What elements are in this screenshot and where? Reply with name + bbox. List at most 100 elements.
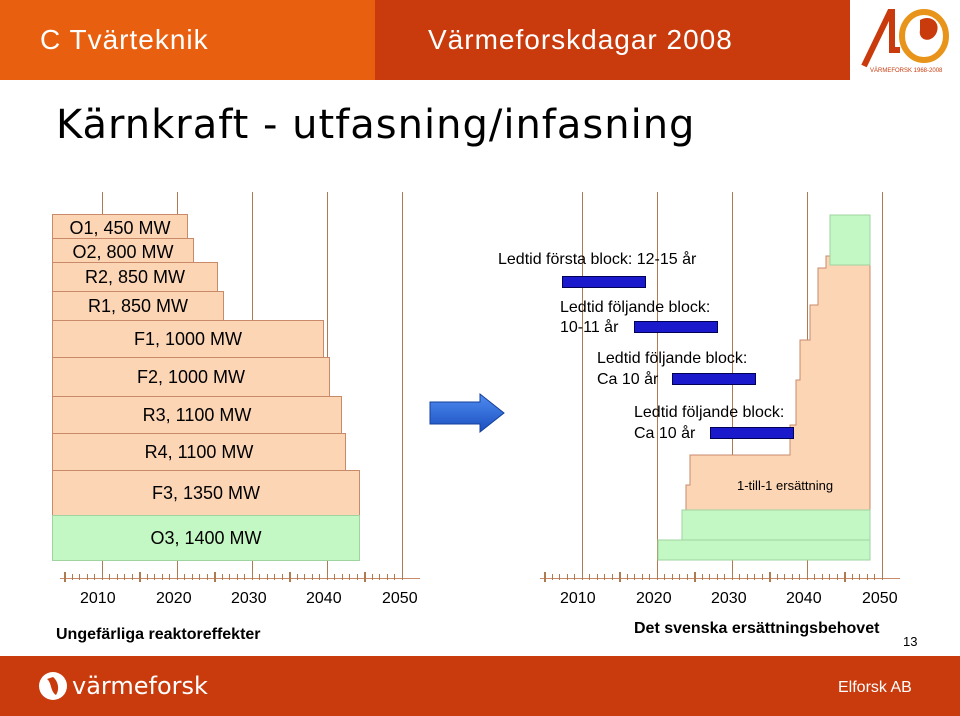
logo-caption: VÄRMEFORSK 1968-2008 [870,68,943,74]
reactor-bar-r4: R4, 1100 MW [52,433,346,471]
left-caption: Ungefärliga reaktoreffekter [56,626,261,643]
axis-tick [221,574,223,580]
leadtime-note: Ledtid första block: 12-15 år [498,251,697,268]
header-left-title: C Tvärteknik [40,24,209,55]
replacement-note: 1-till-1 ersättning [737,478,834,493]
axis-tick [266,574,268,580]
axis-tick [169,574,170,580]
reactor-bar-f1: F1, 1000 MW [52,320,324,358]
axis-tick [319,574,320,580]
reactor-bar-o1: O1, 450 MW [52,214,188,242]
axis-tick [559,574,560,580]
axis-tick [641,574,643,580]
axis-tick [551,574,553,580]
page-number: 13 [903,634,918,649]
axis-tick [326,574,328,580]
axis-tick [281,574,283,580]
axis-tick [161,574,163,580]
right-arrow-icon [429,392,505,434]
axis-tick [79,574,80,580]
axis-tick [566,574,568,580]
axis-tick [94,574,95,580]
axis-tick [124,574,125,580]
footer-band [0,656,960,716]
axis-tick [334,574,335,580]
axis-tick [859,574,860,580]
left-axis-line [60,578,420,579]
axis-tick [679,574,680,580]
axis-tick [791,574,793,580]
axis-tick [244,574,245,580]
right-year-label: 2050 [862,590,898,607]
footer-brand: värmeforsk [72,672,208,700]
axis-tick [769,572,771,582]
axis-tick [724,574,725,580]
grid-line [402,192,403,576]
grid-line [657,192,658,576]
axis-tick [731,574,733,580]
axis-tick [776,574,778,580]
axis-tick [626,574,628,580]
axis-tick [191,574,193,580]
axis-tick [289,572,291,582]
axis-tick [821,574,823,580]
leadtime-note: Ca 10 år [597,371,659,388]
axis-tick [634,574,635,580]
replacement-staircase [657,214,871,561]
axis-tick [874,574,875,580]
axis-tick [574,574,575,580]
axis-tick [656,574,658,580]
axis-tick [131,574,133,580]
axis-tick [784,574,785,580]
axis-tick [596,574,598,580]
axis-tick [146,574,148,580]
axis-tick [71,574,73,580]
axis-tick [206,574,208,580]
axis-tick [754,574,755,580]
reactor-bar-r2: R2, 850 MW [52,262,218,292]
leadtime-note: Ledtid följande block: [634,404,785,421]
axis-tick [619,572,621,582]
axis-tick [394,574,395,580]
leadtime-bar [562,276,646,288]
header-center-band [375,0,850,80]
varmeforsk-logo-icon [39,672,67,700]
axis-tick [829,574,830,580]
axis-tick [236,574,238,580]
header-logo-area [850,0,960,80]
header-left-band [0,0,375,80]
reactor-bar-r3: R3, 1100 MW [52,396,342,434]
axis-tick [604,574,605,580]
axis-tick [401,574,403,580]
reactor-bar-f2: F2, 1000 MW [52,357,330,397]
slide-title: Kärnkraft - utfasning/infasning [56,102,696,148]
axis-tick [199,574,200,580]
axis-tick [799,574,800,580]
axis-tick [214,572,216,582]
anniversary-logo-icon [861,9,949,68]
grid-line [582,192,583,576]
axis-tick [844,572,846,582]
axis-tick [746,574,748,580]
axis-tick [386,574,388,580]
axis-tick [694,572,696,582]
axis-tick [761,574,763,580]
axis-tick [356,574,358,580]
axis-tick [341,574,343,580]
axis-tick [709,574,710,580]
axis-tick [259,574,260,580]
axis-tick [806,574,808,580]
left-year-label: 2040 [306,590,342,607]
leadtime-note: Ca 10 år [634,425,696,442]
reactor-bar-r1: R1, 850 MW [52,291,224,321]
axis-tick [154,574,155,580]
axis-tick [686,574,688,580]
axis-tick [116,574,118,580]
axis-tick [739,574,740,580]
right-year-label: 2010 [560,590,596,607]
axis-tick [851,574,853,580]
left-year-label: 2010 [80,590,116,607]
footer-company: Elforsk AB [838,679,912,696]
left-year-label: 2020 [156,590,192,607]
right-caption: Det svenska ersättningsbehovet [634,620,880,637]
